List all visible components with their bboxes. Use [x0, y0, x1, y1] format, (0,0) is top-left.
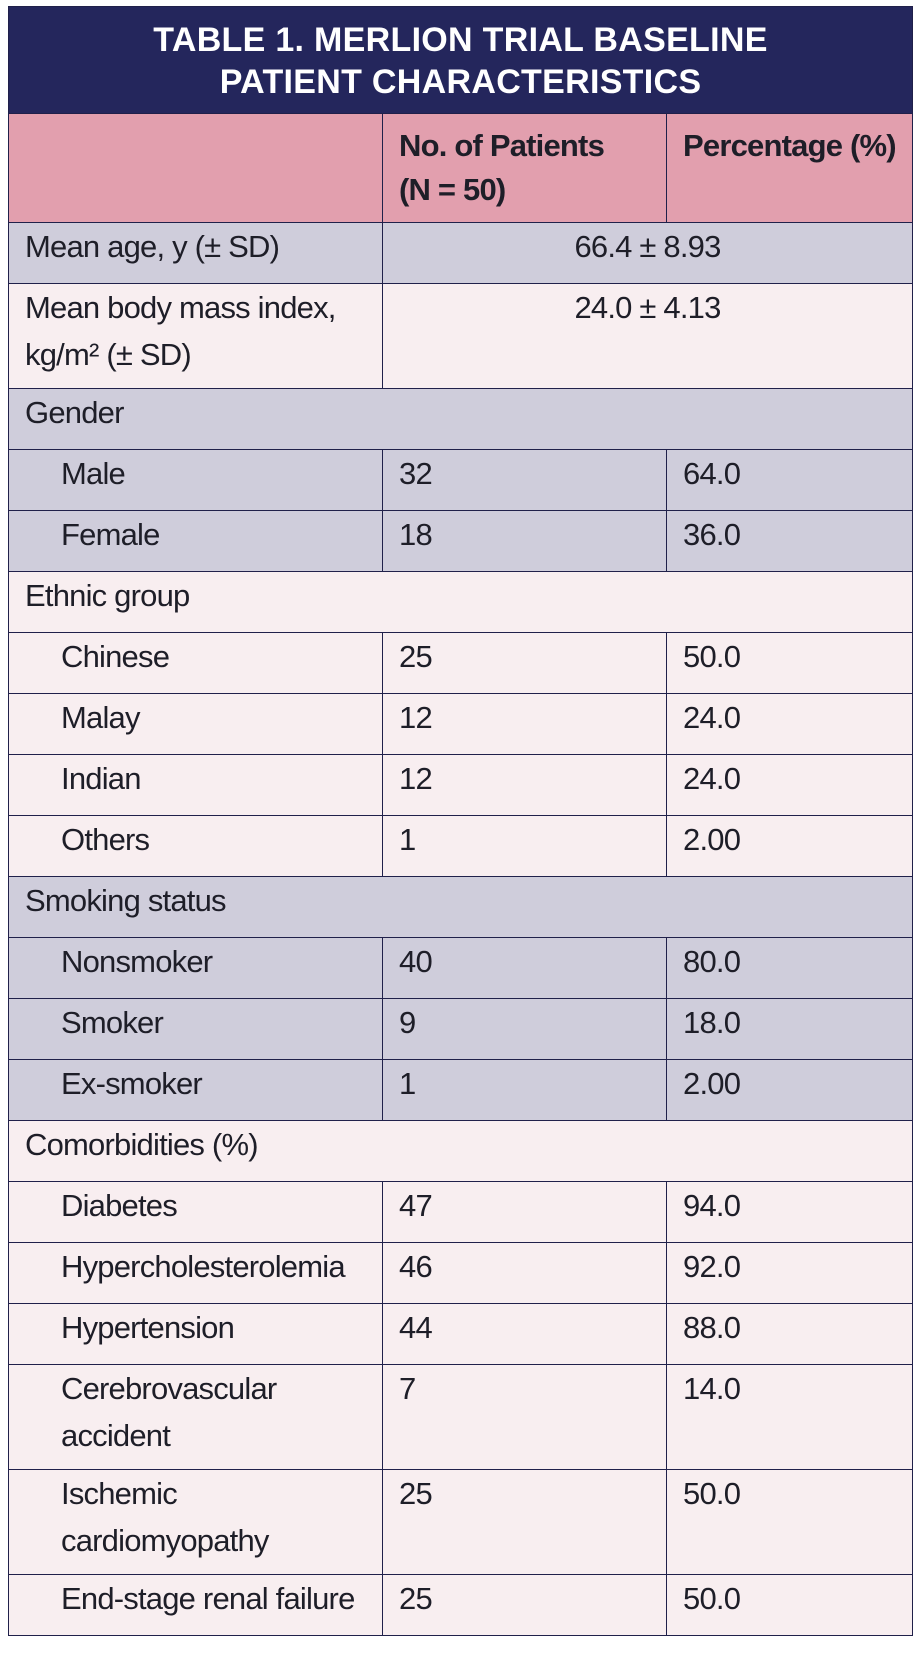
header-percentage: Percentage (%)	[665, 113, 914, 223]
table-row: Diabetes 47 94.0	[8, 1181, 914, 1243]
row-percentage: 88.0	[665, 1303, 914, 1365]
row-label-line2: cardiomyopathy	[61, 1523, 269, 1558]
table-row-mean-bmi: Mean body mass index, kg/m² (± SD) 24.0 …	[8, 283, 914, 389]
row-label: Chinese	[8, 632, 383, 694]
table-row: Male 32 64.0	[8, 449, 914, 511]
row-percentage: 2.00	[665, 815, 914, 877]
table-row: Ex-smoker 1 2.00	[8, 1059, 914, 1121]
row-percentage: 92.0	[665, 1242, 914, 1304]
row-label: Ischemic cardiomyopathy	[8, 1469, 383, 1575]
table-row: Hypercholesterolemia 46 92.0	[8, 1242, 914, 1304]
row-percentage: 50.0	[665, 1469, 914, 1575]
table-row: Hypertension 44 88.0	[8, 1303, 914, 1365]
section-header-ethnic-group: Ethnic group	[7, 571, 914, 633]
section-header-gender: Gender	[7, 388, 914, 450]
row-count: 1	[382, 1059, 667, 1121]
row-label: Smoker	[8, 998, 383, 1060]
row-label: Malay	[8, 693, 383, 755]
table-row: Nonsmoker 40 80.0	[8, 937, 914, 999]
row-count: 47	[382, 1181, 667, 1243]
column-header-row: No. of Patients (N = 50) Percentage (%)	[8, 113, 914, 223]
row-label: Male	[8, 449, 383, 511]
row-count: 44	[382, 1303, 667, 1365]
row-label-line2: kg/m² (± SD)	[25, 337, 192, 372]
section-label: Gender	[7, 388, 914, 450]
row-count: 25	[382, 1574, 667, 1636]
row-label-line1: Ischemic	[61, 1476, 178, 1511]
row-count: 25	[382, 632, 667, 694]
section-label: Ethnic group	[7, 571, 914, 633]
row-count: 18	[382, 510, 667, 572]
row-label: Nonsmoker	[8, 937, 383, 999]
table-row: Malay 12 24.0	[8, 693, 914, 755]
row-percentage: 50.0	[665, 632, 914, 694]
row-label-line1: Cerebrovascular	[61, 1371, 277, 1406]
row-percentage: 36.0	[665, 510, 914, 572]
row-percentage: 24.0	[665, 693, 914, 755]
row-percentage: 24.0	[665, 754, 914, 816]
row-label: Hypercholesterolemia	[8, 1242, 383, 1304]
table-row-mean-age: Mean age, y (± SD) 66.4 ± 8.93	[8, 222, 914, 284]
row-percentage: 80.0	[665, 937, 914, 999]
table-row: Female 18 36.0	[8, 510, 914, 572]
row-percentage: 94.0	[665, 1181, 914, 1243]
row-label: Mean body mass index, kg/m² (± SD)	[8, 283, 383, 389]
table-title-line2: PATIENT CHARACTERISTICS	[219, 63, 702, 101]
row-label: Hypertension	[8, 1303, 383, 1365]
header-no-of-patients-line1: No. of Patients	[399, 128, 605, 163]
header-no-of-patients-line2: (N = 50)	[399, 172, 506, 207]
row-count: 7	[382, 1364, 667, 1470]
header-no-of-patients: No. of Patients (N = 50)	[382, 113, 667, 223]
row-label: Mean age, y (± SD)	[8, 222, 383, 284]
row-label-line2: accident	[61, 1418, 171, 1453]
row-count: 25	[382, 1469, 667, 1575]
row-percentage: 14.0	[665, 1364, 914, 1470]
row-count: 9	[382, 998, 667, 1060]
table-row: Smoker 9 18.0	[8, 998, 914, 1060]
row-count: 46	[382, 1242, 667, 1304]
row-label: Diabetes	[8, 1181, 383, 1243]
row-value: 66.4 ± 8.93	[381, 222, 914, 284]
section-header-comorbidities: Comorbidities (%)	[7, 1120, 914, 1182]
row-percentage: 50.0	[665, 1574, 914, 1636]
table-row: Ischemic cardiomyopathy 25 50.0	[8, 1469, 914, 1575]
table-title: TABLE 1. MERLION TRIAL BASELINE PATIENT …	[7, 6, 914, 114]
row-count: 12	[382, 693, 667, 755]
row-label: Ex-smoker	[8, 1059, 383, 1121]
row-count: 1	[382, 815, 667, 877]
row-label: End-stage renal failure	[8, 1574, 383, 1636]
section-label: Smoking status	[7, 876, 914, 938]
header-empty-cell	[8, 113, 383, 223]
row-label: Others	[8, 815, 383, 877]
row-label: Cerebrovascular accident	[8, 1364, 383, 1470]
table-row: Cerebrovascular accident 7 14.0	[8, 1364, 914, 1470]
row-percentage: 18.0	[665, 998, 914, 1060]
row-count: 40	[382, 937, 667, 999]
row-label: Indian	[8, 754, 383, 816]
row-label: Female	[8, 510, 383, 572]
row-count: 12	[382, 754, 667, 816]
section-label: Comorbidities (%)	[7, 1120, 914, 1182]
row-percentage: 64.0	[665, 449, 914, 511]
table-row: Others 1 2.00	[8, 815, 914, 877]
row-value: 24.0 ± 4.13	[381, 283, 914, 389]
table-title-line1: TABLE 1. MERLION TRIAL BASELINE	[153, 21, 768, 59]
table-row: Indian 12 24.0	[8, 754, 914, 816]
section-header-smoking-status: Smoking status	[7, 876, 914, 938]
row-percentage: 2.00	[665, 1059, 914, 1121]
row-count: 32	[382, 449, 667, 511]
table-row: End-stage renal failure 25 50.0	[8, 1574, 914, 1636]
row-label-line1: Mean body mass index,	[25, 290, 336, 325]
baseline-characteristics-table: TABLE 1. MERLION TRIAL BASELINE PATIENT …	[7, 6, 914, 1636]
table-row: Chinese 25 50.0	[8, 632, 914, 694]
